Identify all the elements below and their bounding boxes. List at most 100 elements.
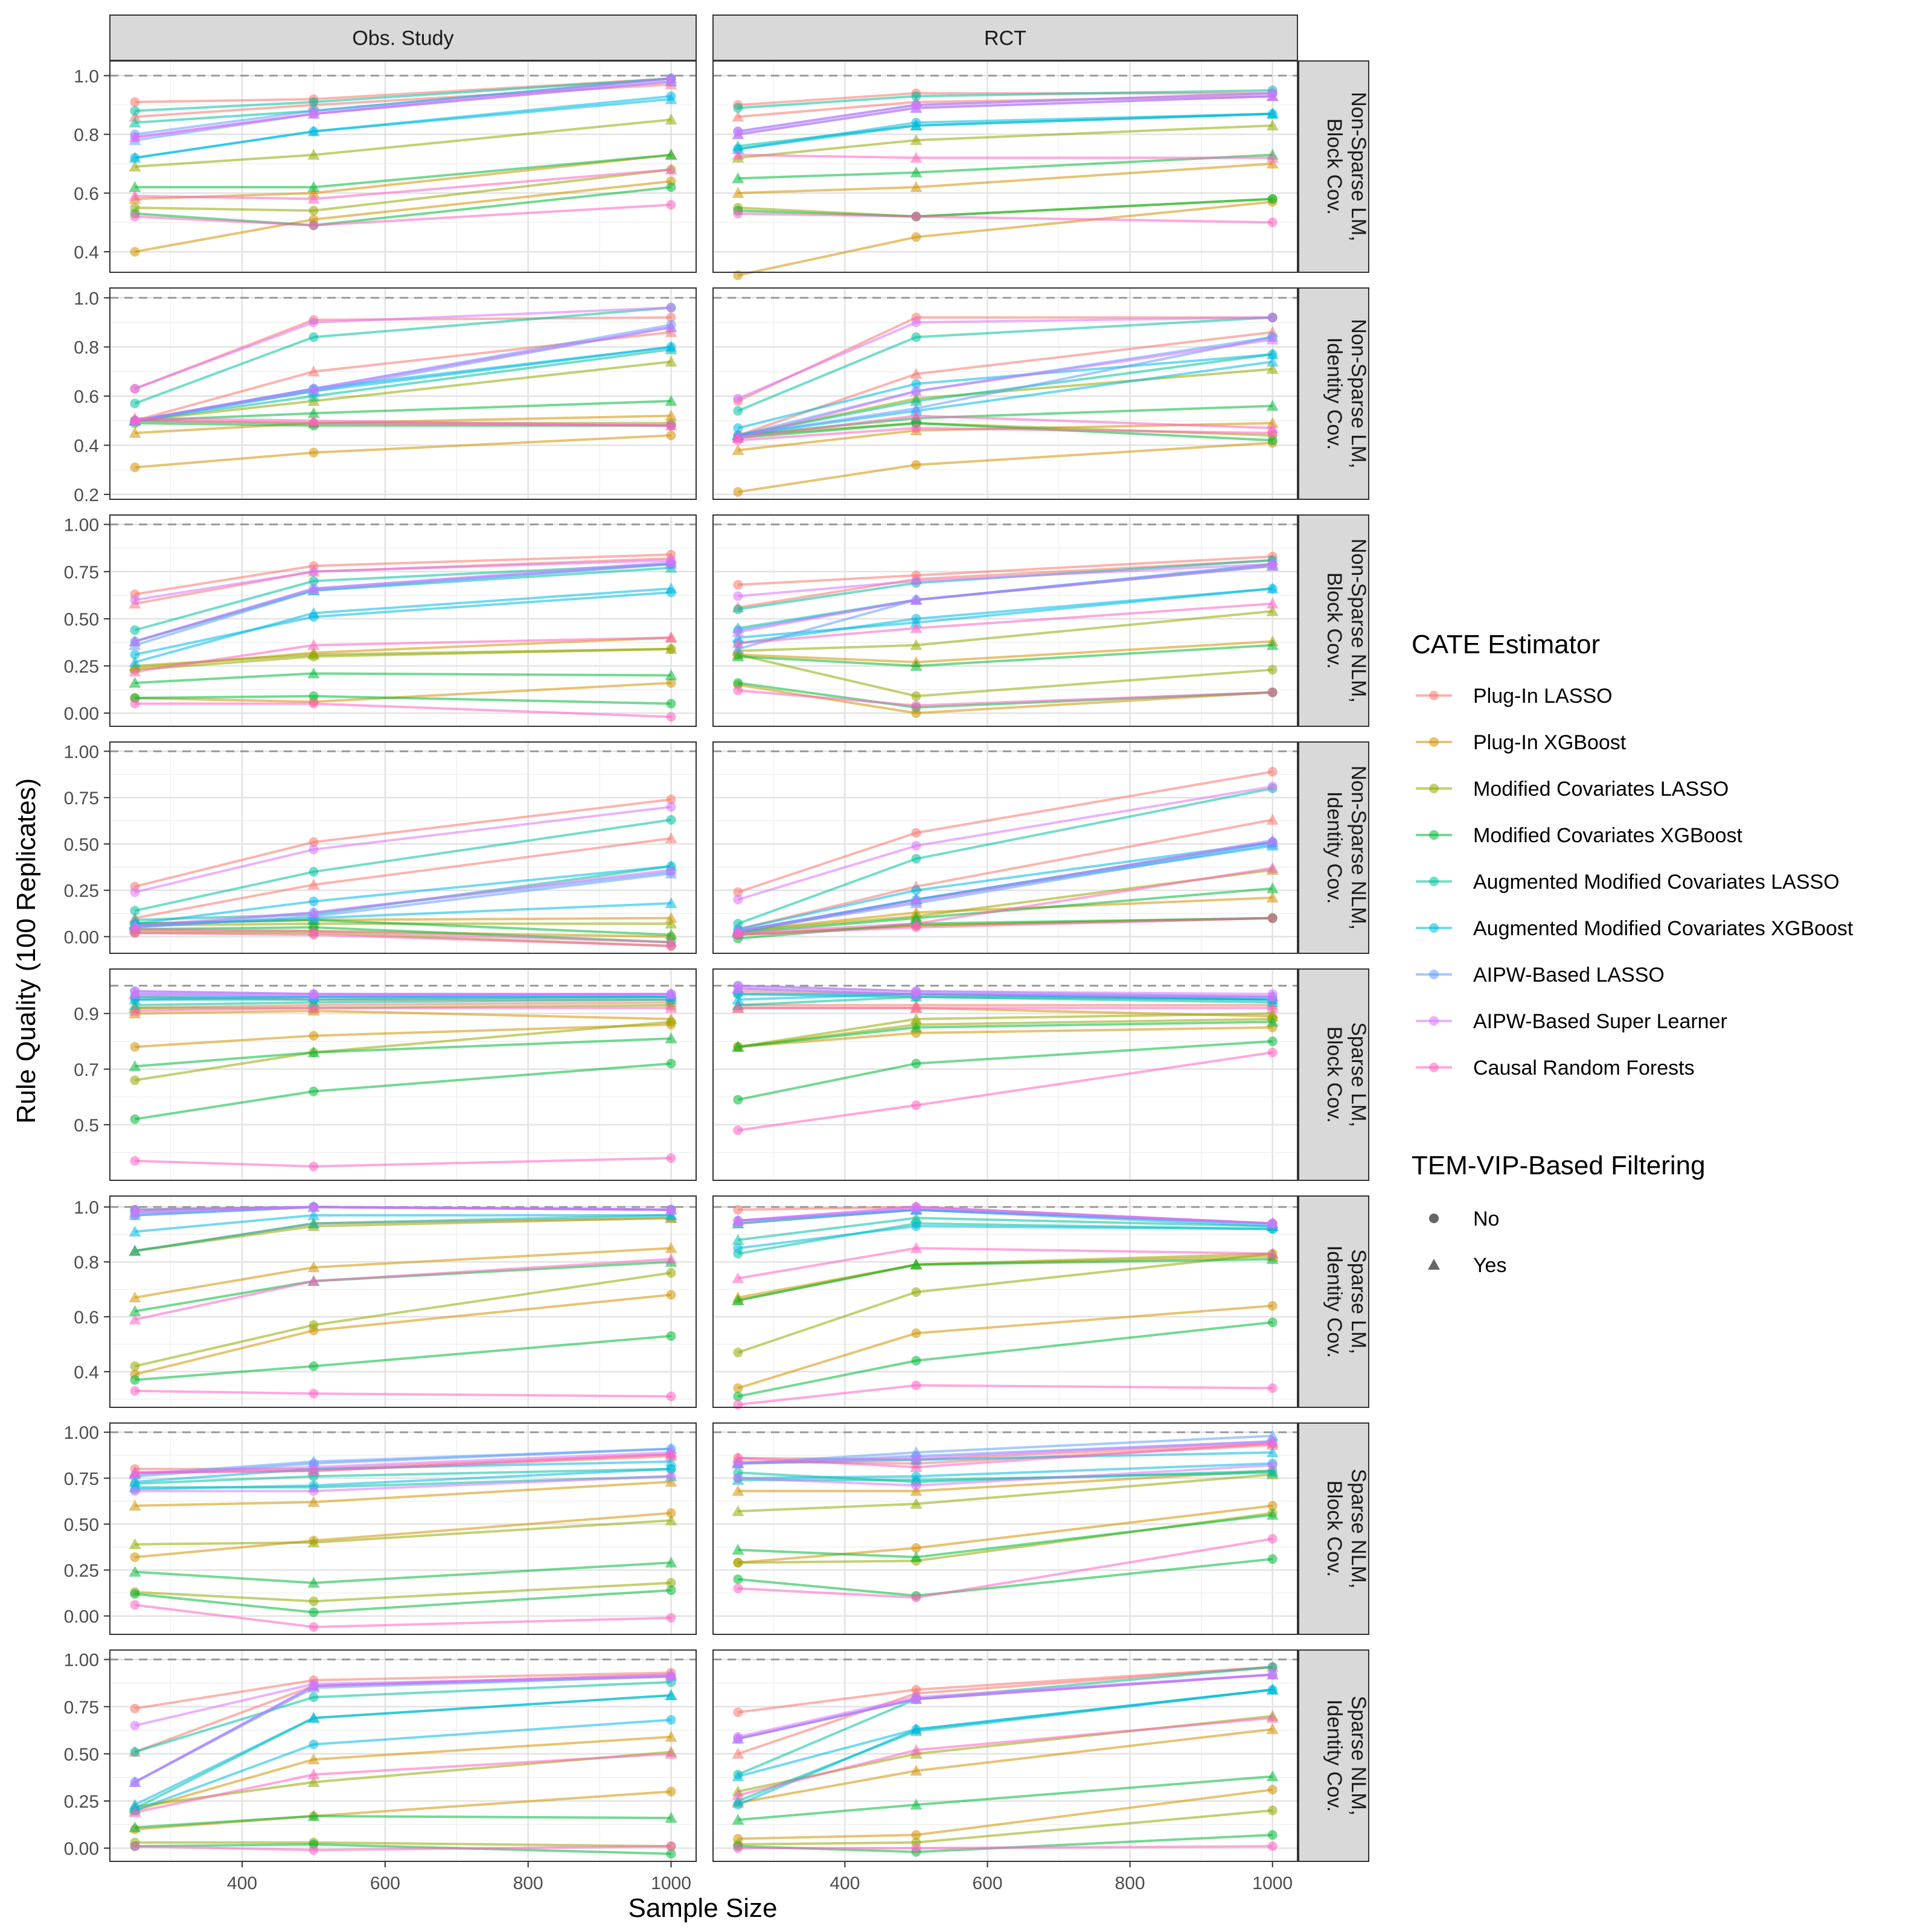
data-point	[665, 556, 677, 568]
data-point	[665, 912, 677, 923]
data-point	[1266, 582, 1279, 593]
data-point	[733, 887, 743, 897]
data-point	[733, 394, 743, 404]
data-point	[129, 1799, 141, 1810]
data-point	[733, 1383, 743, 1393]
data-point	[665, 642, 677, 654]
data-point	[130, 1721, 140, 1730]
row-strip-label: Non-Sparse LM,	[1347, 92, 1370, 242]
data-point	[733, 487, 743, 497]
data-point	[910, 1744, 923, 1755]
panel-border	[712, 514, 1298, 727]
data-point	[733, 423, 743, 433]
y-tick-label: 0.6	[74, 387, 99, 407]
data-point	[732, 1814, 744, 1825]
data-point	[307, 193, 320, 204]
data-point	[1267, 1785, 1278, 1795]
data-point	[129, 923, 141, 935]
data-point	[1266, 891, 1279, 903]
y-tick-label: 0.9	[74, 1005, 99, 1025]
data-point	[309, 1486, 319, 1496]
data-point	[732, 1457, 744, 1468]
y-tick-label: 0.2	[74, 485, 99, 505]
data-point	[910, 152, 923, 163]
data-point	[130, 211, 140, 222]
data-point	[129, 117, 141, 128]
data-point	[1266, 882, 1279, 894]
data-point	[307, 1495, 320, 1507]
data-point	[309, 1607, 319, 1617]
y-tick-label: 1.00	[64, 1423, 99, 1443]
data-point	[665, 341, 677, 352]
data-point	[732, 625, 744, 637]
data-point	[911, 211, 921, 222]
column-strip-label: Obs. Study	[352, 27, 453, 50]
data-point	[129, 1538, 141, 1549]
data-point	[911, 1100, 921, 1110]
data-point	[307, 1201, 320, 1212]
data-point	[910, 622, 923, 633]
data-point	[665, 419, 677, 430]
data-point	[732, 637, 744, 648]
y-tick-label: 0.00	[64, 1607, 99, 1627]
data-point	[911, 1328, 921, 1339]
data-point	[732, 1485, 744, 1496]
data-point	[910, 1693, 923, 1704]
data-point	[309, 220, 319, 231]
row-strip	[1298, 741, 1369, 954]
data-point	[1266, 1430, 1279, 1441]
data-point	[910, 134, 923, 146]
row-strip-label: Sparse NLM,	[1347, 1469, 1370, 1588]
data-point	[1267, 1048, 1278, 1058]
data-point	[307, 648, 320, 660]
data-point	[309, 1739, 319, 1750]
data-point	[1266, 813, 1279, 825]
data-point	[307, 187, 320, 198]
data-point	[130, 1156, 140, 1166]
row-strip	[1298, 1422, 1369, 1635]
y-tick-label: 0.4	[74, 436, 99, 456]
y-tick-label: 0.25	[64, 657, 99, 677]
data-point	[666, 1471, 676, 1482]
y-tick-label: 0.8	[74, 338, 99, 358]
data-point	[910, 181, 923, 193]
data-point	[309, 317, 319, 327]
data-point	[309, 205, 319, 216]
data-point	[666, 182, 676, 193]
y-tick-label: 0.50	[64, 835, 99, 855]
legend-key-point	[1429, 923, 1439, 933]
data-point	[910, 616, 923, 628]
legend-label: Augmented Modified Covariates LASSO	[1473, 871, 1840, 894]
data-point	[129, 665, 141, 677]
data-point	[911, 460, 921, 470]
panel-border	[109, 287, 697, 500]
data-point	[910, 1551, 923, 1563]
data-point	[1266, 107, 1279, 119]
row-strip-label: Identity Cov.	[1323, 337, 1346, 450]
data-point	[910, 1002, 923, 1013]
data-point	[130, 1114, 140, 1124]
x-tick-label: 1000	[1252, 1873, 1293, 1893]
data-point	[309, 1596, 319, 1607]
data-point	[307, 925, 320, 936]
data-point	[666, 1391, 676, 1401]
data-point	[666, 1786, 676, 1797]
data-point	[911, 1380, 921, 1390]
data-point	[911, 1471, 921, 1482]
row-strip	[1298, 287, 1369, 500]
data-point	[307, 407, 320, 418]
data-point	[733, 678, 743, 688]
data-point	[910, 1485, 923, 1496]
data-point	[732, 1505, 744, 1517]
data-point	[1267, 1500, 1278, 1511]
y-tick-label: 0.75	[64, 1469, 99, 1489]
column-strip-label: RCT	[984, 27, 1026, 50]
data-point	[309, 566, 319, 577]
panel-border	[712, 968, 1298, 1181]
data-point	[665, 93, 677, 104]
panel-background	[110, 515, 696, 726]
data-point	[665, 1476, 677, 1487]
y-tick-label: 0.25	[64, 1561, 99, 1581]
data-point	[129, 427, 141, 438]
data-point	[307, 878, 320, 890]
